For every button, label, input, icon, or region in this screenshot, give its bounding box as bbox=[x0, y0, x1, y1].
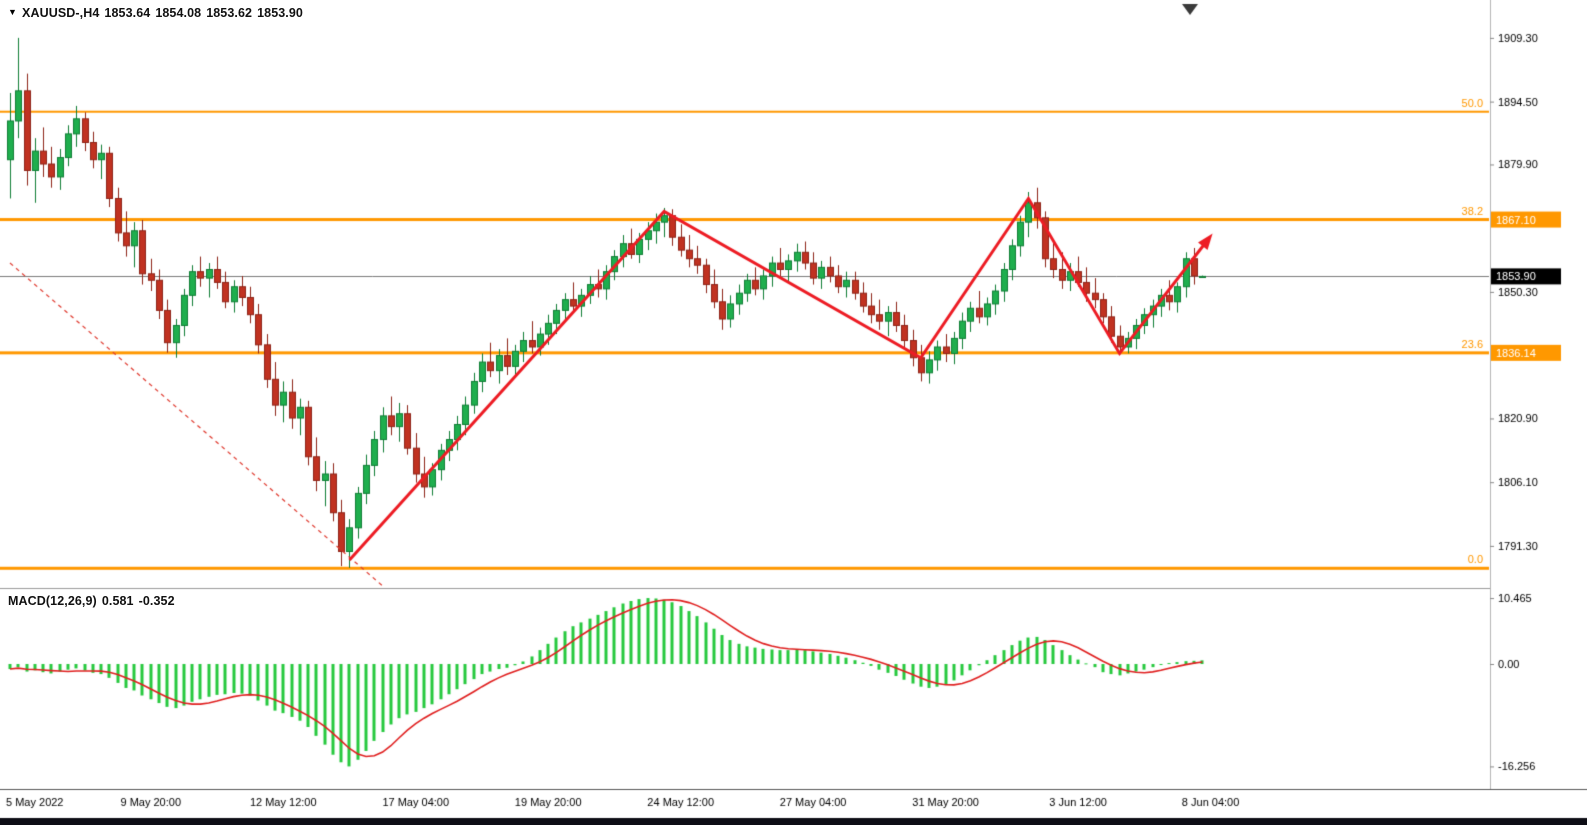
chart-dropdown-icon[interactable]: ▼ bbox=[8, 7, 18, 17]
